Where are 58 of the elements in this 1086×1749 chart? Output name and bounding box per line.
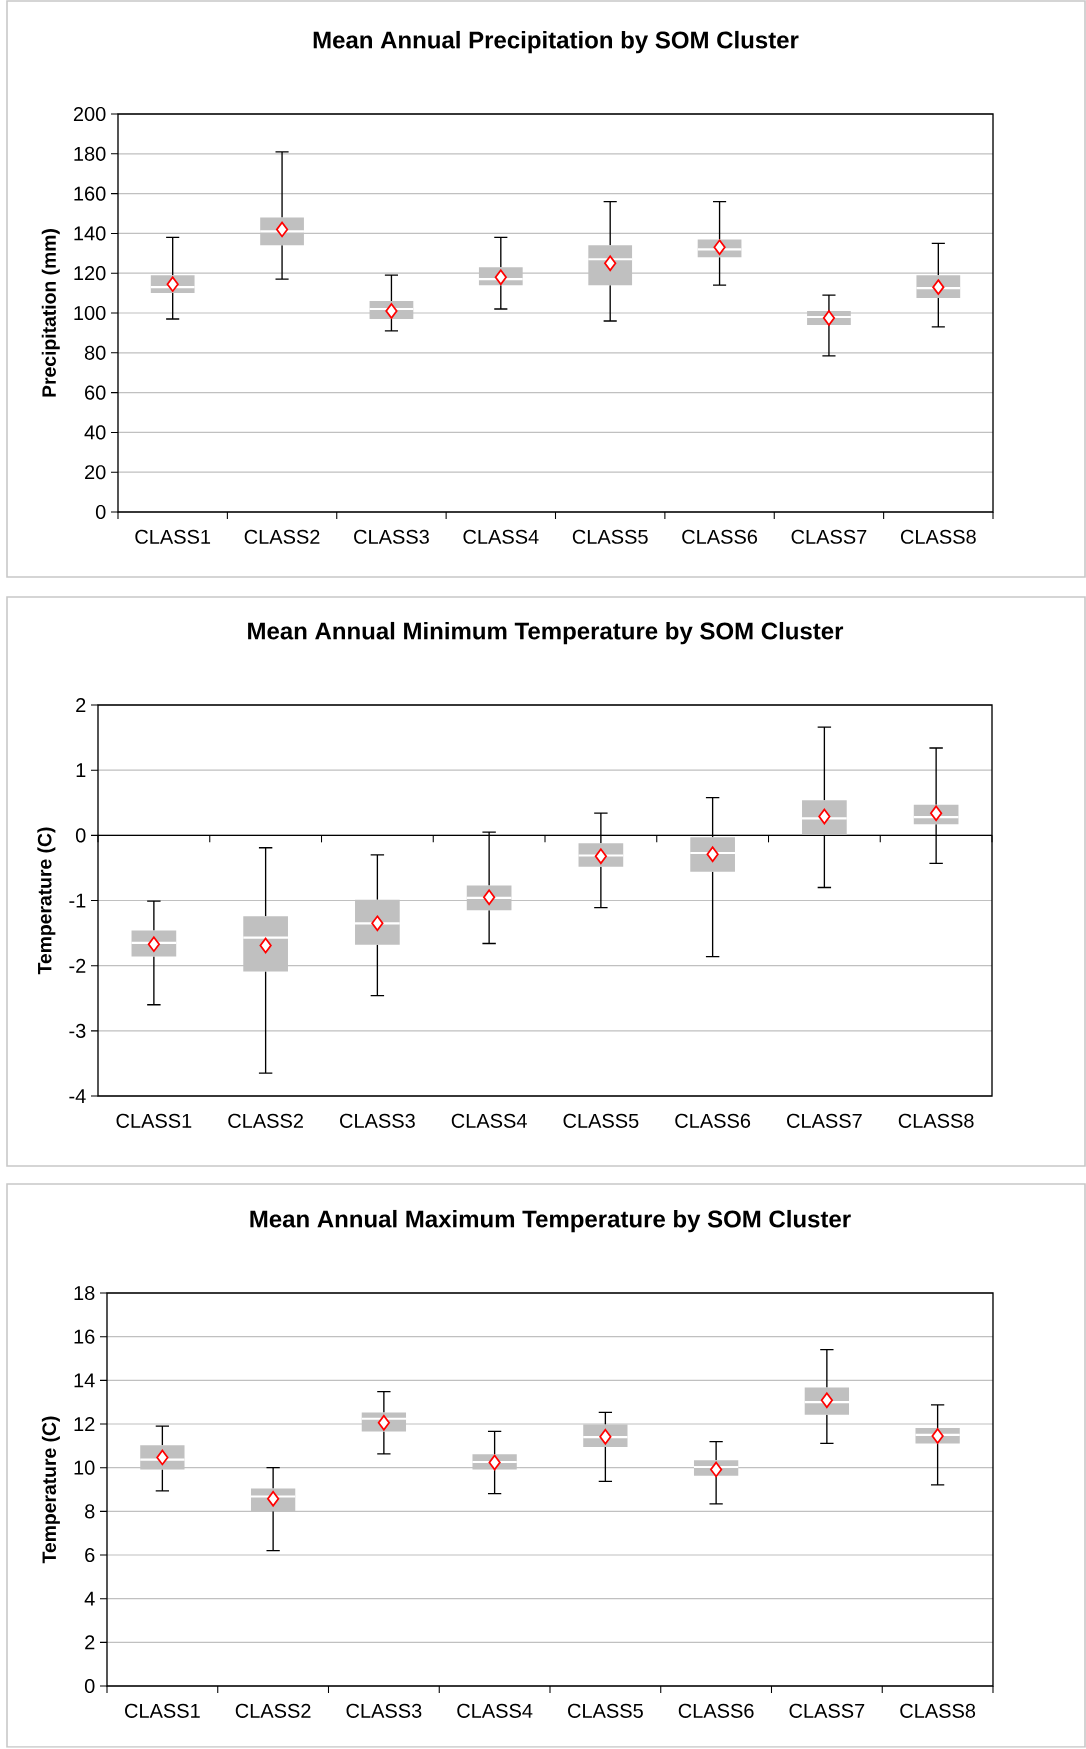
y-tick-label: 0 (75, 828, 86, 843)
y-tick-label: 20 (85, 465, 106, 480)
y-tick-label: 12 (74, 1417, 95, 1431)
y-tick-label: 100 (74, 305, 106, 321)
x-tick-label: CLASS2 (244, 529, 320, 544)
x-tick-label: CLASS1 (135, 529, 211, 544)
y-tick-label: 200 (73, 106, 106, 122)
y-tick-label: 160 (74, 186, 106, 201)
y-tick-label: 60 (85, 385, 106, 400)
y-tick-label: 140 (74, 226, 106, 241)
y-tick-label: -3 (69, 1023, 86, 1038)
y-tick-label: 180 (74, 146, 106, 161)
y-tick-label: 120 (74, 266, 106, 281)
x-tick-label: CLASS7 (789, 1703, 865, 1718)
x-tick-label: CLASS2 (228, 1113, 303, 1128)
x-tick-label: CLASS6 (678, 1703, 754, 1718)
x-tick-label: CLASS1 (125, 1703, 200, 1718)
x-tick-label: CLASS4 (463, 529, 539, 544)
chart-title: Mean Annual Maximum Temperature by SOM Cluster (250, 1209, 851, 1233)
chart-title: Mean Annual Minimum Temperature by SOM Cluster (248, 621, 844, 645)
y-axis-title: Temperature (C) (37, 827, 56, 975)
x-tick-label: CLASS3 (340, 1113, 415, 1128)
chart-title: Mean Annual Precipitation by SOM Cluster (313, 30, 799, 54)
x-tick-label: CLASS8 (900, 529, 976, 544)
x-tick-label: CLASS4 (457, 1703, 533, 1718)
x-tick-label: CLASS8 (898, 1113, 974, 1128)
y-tick-label: -1 (69, 893, 86, 908)
x-tick-label: CLASS6 (682, 529, 758, 544)
y-tick-label: 2 (76, 698, 86, 712)
x-tick-label: CLASS5 (563, 1113, 639, 1128)
x-tick-label: CLASS5 (572, 529, 648, 544)
y-tick-label: 0 (84, 1678, 95, 1694)
x-tick-label: CLASS8 (900, 1703, 976, 1718)
y-tick-label: 1 (76, 763, 86, 778)
y-tick-label: 16 (74, 1329, 95, 1344)
x-tick-label: CLASS6 (675, 1113, 751, 1128)
y-tick-label: 40 (84, 425, 106, 440)
y-axis-title: Precipitation (mm) (41, 229, 60, 397)
x-tick-label: CLASS1 (116, 1113, 192, 1128)
x-tick-label: CLASS4 (451, 1113, 527, 1128)
y-axis-title: Temperature (C) (41, 1416, 60, 1564)
y-tick-label: 8 (85, 1504, 95, 1519)
y-tick-label: 10 (74, 1460, 95, 1475)
x-tick-label: CLASS3 (346, 1703, 422, 1718)
y-tick-label: 80 (84, 345, 106, 360)
x-tick-label: CLASS3 (354, 529, 429, 544)
x-tick-label: CLASS5 (568, 1703, 643, 1718)
y-tick-label: 2 (85, 1635, 95, 1650)
y-tick-label: 14 (74, 1373, 95, 1388)
y-tick-label: -4 (69, 1089, 86, 1103)
y-tick-label: 18 (74, 1285, 95, 1301)
x-tick-label: CLASS7 (787, 1113, 862, 1128)
x-tick-label: CLASS2 (235, 1703, 311, 1718)
y-tick-label: 4 (84, 1591, 95, 1606)
x-tick-label: CLASS7 (791, 529, 867, 544)
y-tick-label: 0 (95, 504, 106, 520)
y-tick-label: 6 (85, 1547, 95, 1563)
y-tick-label: -2 (69, 958, 86, 973)
